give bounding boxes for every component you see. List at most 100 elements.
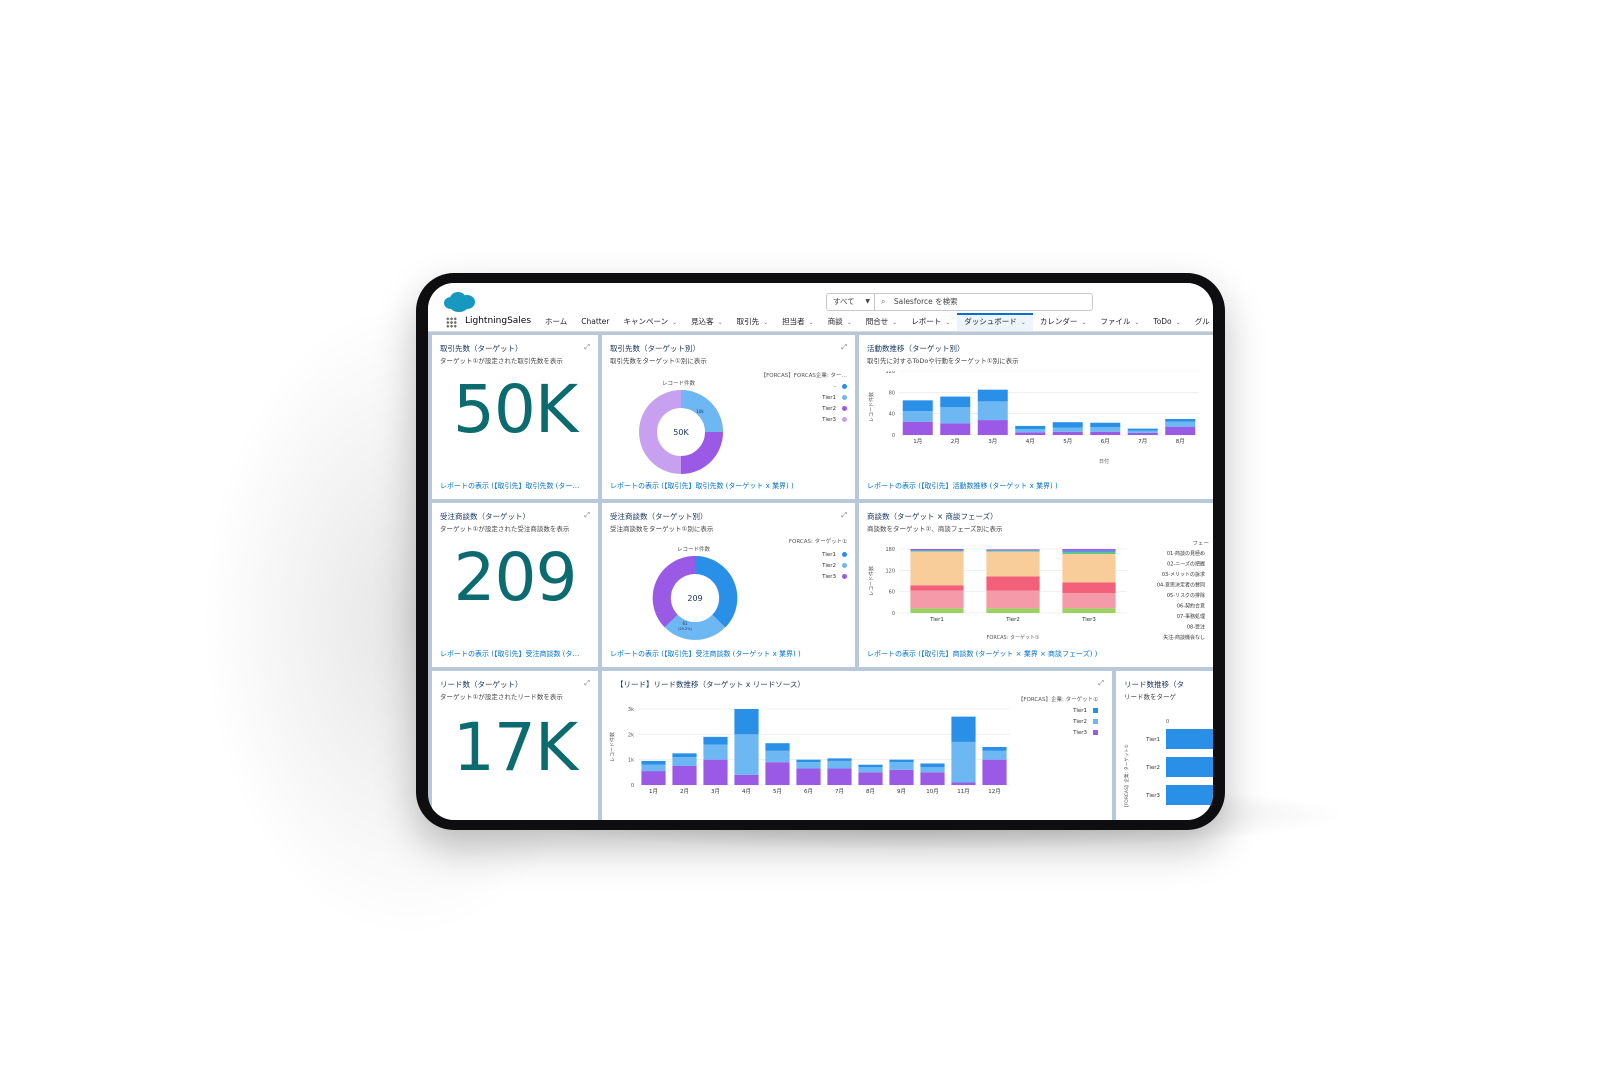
bar-segment-Tier2[interactable] <box>920 767 945 773</box>
bar-segment-Tier3[interactable] <box>796 768 821 785</box>
bar-segment-Tier3[interactable] <box>951 782 976 785</box>
nav-tab-7[interactable]: 問合せ ⌄ <box>859 313 905 331</box>
view-report-link[interactable]: レポートの表示 (【取引先】取引先数 (ター… <box>440 482 580 490</box>
bar-segment-02-ニーズの把握[interactable] <box>986 590 1040 609</box>
bar-segment-Tier1[interactable] <box>796 759 821 763</box>
expand-icon[interactable]: ⤢ <box>841 511 847 519</box>
bar-segment-03-メリットの訴求[interactable] <box>910 585 964 591</box>
bar-segment-Tier1[interactable] <box>977 389 1008 402</box>
bar-segment-01-商談の見極め[interactable] <box>1062 608 1116 613</box>
chevron-down-icon[interactable]: ⌄ <box>717 319 723 326</box>
bar-segment-Tier1[interactable] <box>672 753 697 758</box>
bar-segment-Tier2[interactable] <box>734 734 759 775</box>
donut-slice-tier1[interactable] <box>694 555 738 628</box>
bar-Tier2[interactable] <box>1166 757 1213 777</box>
bar-segment-Tier3[interactable] <box>889 769 914 785</box>
bar-segment-Tier3[interactable] <box>920 772 945 785</box>
bar-segment-Tier3[interactable] <box>1015 432 1046 435</box>
bar-segment-Tier3[interactable] <box>734 774 759 785</box>
bar-segment-Tier1[interactable] <box>734 709 759 735</box>
bar-segment-Tier1[interactable] <box>858 764 883 768</box>
bar-segment-Tier1[interactable] <box>1015 425 1046 430</box>
bar-segment-04-意思決定者の賛同[interactable] <box>986 551 1040 577</box>
bar-segment-06-契約合意[interactable] <box>910 550 964 552</box>
nav-tab-12[interactable]: ToDo ⌄ <box>1146 313 1187 331</box>
view-report-link[interactable]: レポートの表示 (【取引先】取引先数 (ターゲット x 業界) ) <box>610 482 794 490</box>
donut-slice-tier2[interactable] <box>680 431 723 474</box>
bar-segment-08-受注[interactable] <box>986 549 1040 551</box>
bar-segment-Tier1[interactable] <box>1165 419 1196 422</box>
chevron-down-icon[interactable]: ⌄ <box>808 319 814 326</box>
bar-segment-Tier2[interactable] <box>641 764 666 772</box>
bar-segment-Tier3[interactable] <box>672 766 697 785</box>
bar-segment-Tier2[interactable] <box>940 407 971 424</box>
bar-segment-Tier1[interactable] <box>920 763 945 768</box>
view-report-link[interactable]: レポートの表示 (【取引先】受注商談数 (タ… <box>440 650 580 658</box>
view-report-link[interactable]: レポートの表示 (【取引先】商談数 (ターゲット × 業界 × 商談フェーズ) … <box>867 650 1098 658</box>
expand-icon[interactable]: ⤢ <box>584 679 590 687</box>
legend-item[interactable]: Tier1 <box>1038 705 1098 716</box>
bar-segment-Tier2[interactable] <box>977 401 1008 421</box>
bar-segment-Tier1[interactable] <box>902 400 933 411</box>
bar-segment-Tier2[interactable] <box>1165 421 1196 427</box>
bar-segment-03-メリットの訴求[interactable] <box>986 576 1040 591</box>
legend-label[interactable]: 07-事務処理 <box>1177 613 1205 620</box>
donut-slice-tier1[interactable] <box>680 390 723 433</box>
nav-tab-1[interactable]: Chatter <box>574 313 616 331</box>
bar-segment-01-商談の見極め[interactable] <box>986 608 1040 613</box>
nav-tab-13[interactable]: グル <box>1188 313 1213 331</box>
bar-segment-Tier1[interactable] <box>982 747 1007 751</box>
bar-segment-Tier3[interactable] <box>1090 431 1121 435</box>
bar-segment-06-契約合意[interactable] <box>1062 551 1116 554</box>
expand-icon[interactable]: ⤢ <box>584 511 590 519</box>
chevron-down-icon[interactable]: ⌄ <box>1175 319 1181 326</box>
chevron-down-icon[interactable]: ⌄ <box>1081 319 1087 326</box>
expand-icon[interactable]: ⤢ <box>1098 679 1104 687</box>
bar-segment-Tier3[interactable] <box>703 759 728 785</box>
bar-segment-06-契約合意[interactable] <box>986 550 1040 552</box>
nav-tab-3[interactable]: 見込客 ⌄ <box>684 313 730 331</box>
bar-segment-Tier1[interactable] <box>940 396 971 408</box>
legend-item[interactable]: - <box>787 381 847 392</box>
bar-segment-Tier2[interactable] <box>902 411 933 422</box>
bar-segment-Tier2[interactable] <box>1090 427 1121 432</box>
chevron-down-icon[interactable]: ⌄ <box>892 319 898 326</box>
bar-segment-Tier3[interactable] <box>940 423 971 435</box>
bar-segment-Tier1[interactable] <box>1052 422 1083 428</box>
bar-segment-07-事務処理[interactable] <box>910 550 964 551</box>
bar-segment-Tier2[interactable] <box>1052 427 1083 432</box>
legend-item[interactable]: Tier1 <box>787 549 847 560</box>
bar-segment-Tier1[interactable] <box>1090 422 1121 427</box>
bar-segment-Tier3[interactable] <box>641 771 666 785</box>
bar-segment-02-ニーズの把握[interactable] <box>1062 593 1116 609</box>
chevron-down-icon[interactable]: ⌄ <box>846 319 852 326</box>
bar-segment-Tier2[interactable] <box>796 762 821 769</box>
app-launcher-icon[interactable] <box>446 317 457 328</box>
bar-segment-03-メリットの訴求[interactable] <box>1062 582 1116 594</box>
bar-segment-Tier2[interactable] <box>889 762 914 770</box>
bar-segment-07-事務処理[interactable] <box>986 550 1040 551</box>
nav-tab-8[interactable]: レポート ⌄ <box>904 313 957 331</box>
view-report-link[interactable]: レポートの表示 (【取引先】受注商談数 (ターゲット x 業界) ) <box>610 650 801 658</box>
chevron-down-icon[interactable]: ⌄ <box>672 319 678 326</box>
bar-segment-Tier1[interactable] <box>641 760 666 765</box>
chevron-down-icon[interactable]: ⌄ <box>1020 319 1026 326</box>
legend-item[interactable]: Tier3 <box>787 414 847 425</box>
chevron-down-icon[interactable]: ⌄ <box>763 319 769 326</box>
bar-segment-Tier1[interactable] <box>703 736 728 745</box>
bar-segment-Tier1[interactable] <box>1127 428 1158 431</box>
bar-segment-07-事務処理[interactable] <box>1062 550 1116 552</box>
bar-segment-Tier2[interactable] <box>672 757 697 766</box>
nav-tab-2[interactable]: キャンペーン ⌄ <box>616 313 684 331</box>
bar-segment-Tier2[interactable] <box>703 744 728 760</box>
bar-segment-Tier3[interactable] <box>1165 427 1196 435</box>
legend-item[interactable]: Tier3 <box>1038 727 1098 738</box>
bar-segment-02-ニーズの把握[interactable] <box>910 590 964 609</box>
legend-label[interactable]: 失注-商談機会なし <box>1163 634 1205 641</box>
bar-segment-Tier3[interactable] <box>902 421 933 435</box>
bar-segment-04-意思決定者の賛同[interactable] <box>1062 553 1116 583</box>
bar-segment-Tier3[interactable] <box>982 759 1007 785</box>
legend-item[interactable]: Tier2 <box>787 403 847 414</box>
nav-tab-10[interactable]: カレンダー ⌄ <box>1033 313 1094 331</box>
bar-segment-Tier3[interactable] <box>827 768 852 785</box>
